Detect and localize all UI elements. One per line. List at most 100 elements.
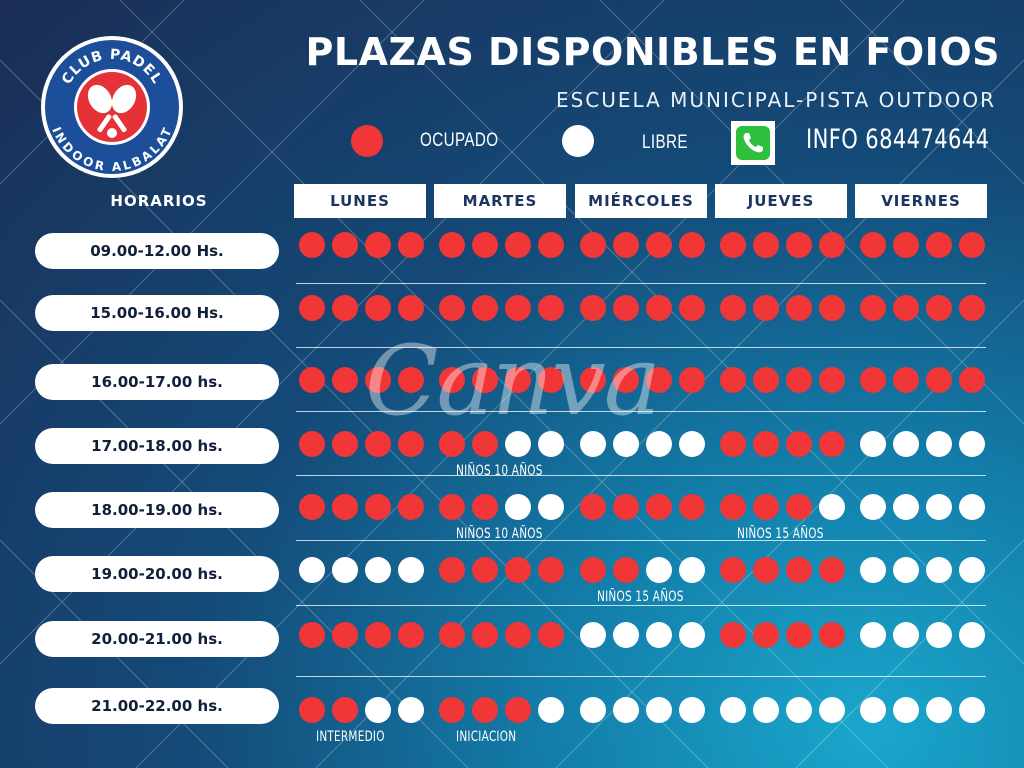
occupied-spot	[926, 367, 952, 393]
occupied-spot	[959, 295, 985, 321]
free-spot	[398, 697, 424, 723]
occupied-spot	[926, 232, 952, 258]
occupied-spot	[398, 232, 424, 258]
occupied-spot	[538, 557, 564, 583]
slot-note: NIÑOS 15 AÑOS	[737, 526, 824, 542]
free-spot	[332, 557, 358, 583]
occupied-spot	[860, 295, 886, 321]
occupied-spot	[819, 431, 845, 457]
free-spot	[893, 697, 919, 723]
occupied-spot	[398, 431, 424, 457]
day-header: LUNES	[294, 184, 426, 218]
free-spot	[505, 431, 531, 457]
occupied-spot	[472, 295, 498, 321]
occupied-spot	[439, 494, 465, 520]
free-spot	[646, 557, 672, 583]
occupied-spot	[365, 295, 391, 321]
free-spot	[819, 697, 845, 723]
occupied-spot	[893, 295, 919, 321]
occupied-spot	[398, 622, 424, 648]
occupied-spot	[580, 494, 606, 520]
free-spot	[538, 494, 564, 520]
occupied-spot	[720, 494, 746, 520]
occupied-spot	[786, 431, 812, 457]
free-spot	[505, 494, 531, 520]
occupied-spot	[786, 367, 812, 393]
occupied-spot	[299, 622, 325, 648]
occupied-spot	[786, 295, 812, 321]
free-spot	[860, 494, 886, 520]
occupied-spot	[398, 295, 424, 321]
occupied-spot	[398, 367, 424, 393]
slot-note: NIÑOS 10 AÑOS	[456, 526, 543, 542]
row-separator	[296, 347, 986, 348]
free-spot	[753, 697, 779, 723]
occupied-spot	[679, 232, 705, 258]
occupied-spot	[646, 232, 672, 258]
occupied-spot	[472, 494, 498, 520]
legend-occupied-label: OCUPADO	[420, 130, 499, 151]
row-separator	[296, 411, 986, 412]
occupied-spot	[646, 367, 672, 393]
occupied-spot	[819, 232, 845, 258]
occupied-spot	[679, 295, 705, 321]
occupied-spot	[439, 367, 465, 393]
free-spot	[679, 622, 705, 648]
occupied-spot	[472, 431, 498, 457]
legend-free-dot	[562, 125, 594, 157]
legend-occupied-dot	[351, 125, 383, 157]
occupied-spot	[332, 295, 358, 321]
occupied-spot	[819, 622, 845, 648]
day-header: MIÉRCOLES	[575, 184, 707, 218]
occupied-spot	[753, 367, 779, 393]
day-header: JUEVES	[715, 184, 847, 218]
occupied-spot	[860, 232, 886, 258]
occupied-spot	[959, 367, 985, 393]
occupied-spot	[472, 697, 498, 723]
time-slot-label: 19.00-20.00 hs.	[35, 556, 279, 592]
occupied-spot	[472, 367, 498, 393]
free-spot	[398, 557, 424, 583]
occupied-spot	[365, 431, 391, 457]
free-spot	[365, 697, 391, 723]
time-slot-label: 16.00-17.00 hs.	[35, 364, 279, 400]
occupied-spot	[505, 622, 531, 648]
page-title: PLAZAS DISPONIBLES EN FOIOS	[305, 30, 1000, 74]
occupied-spot	[679, 367, 705, 393]
occupied-spot	[860, 367, 886, 393]
phone-icon[interactable]	[731, 121, 775, 165]
occupied-spot	[332, 494, 358, 520]
free-spot	[646, 697, 672, 723]
occupied-spot	[439, 232, 465, 258]
free-spot	[926, 622, 952, 648]
occupied-spot	[786, 622, 812, 648]
occupied-spot	[720, 232, 746, 258]
time-slot-label: 18.00-19.00 hs.	[35, 492, 279, 528]
occupied-spot	[365, 367, 391, 393]
occupied-spot	[613, 367, 639, 393]
free-spot	[926, 697, 952, 723]
occupied-spot	[893, 367, 919, 393]
free-spot	[819, 494, 845, 520]
occupied-spot	[720, 295, 746, 321]
occupied-spot	[299, 431, 325, 457]
occupied-spot	[753, 494, 779, 520]
row-separator	[296, 676, 986, 677]
occupied-spot	[332, 431, 358, 457]
occupied-spot	[332, 697, 358, 723]
slot-note: INTERMEDIO	[316, 729, 385, 745]
free-spot	[613, 697, 639, 723]
occupied-spot	[439, 557, 465, 583]
time-slot-label: 09.00-12.00 Hs.	[35, 233, 279, 269]
occupied-spot	[753, 557, 779, 583]
free-spot	[646, 431, 672, 457]
row-separator	[296, 605, 986, 606]
free-spot	[893, 557, 919, 583]
occupied-spot	[720, 431, 746, 457]
free-spot	[959, 494, 985, 520]
occupied-spot	[786, 494, 812, 520]
occupied-spot	[365, 232, 391, 258]
free-spot	[959, 431, 985, 457]
row-separator	[296, 475, 986, 476]
free-spot	[365, 557, 391, 583]
